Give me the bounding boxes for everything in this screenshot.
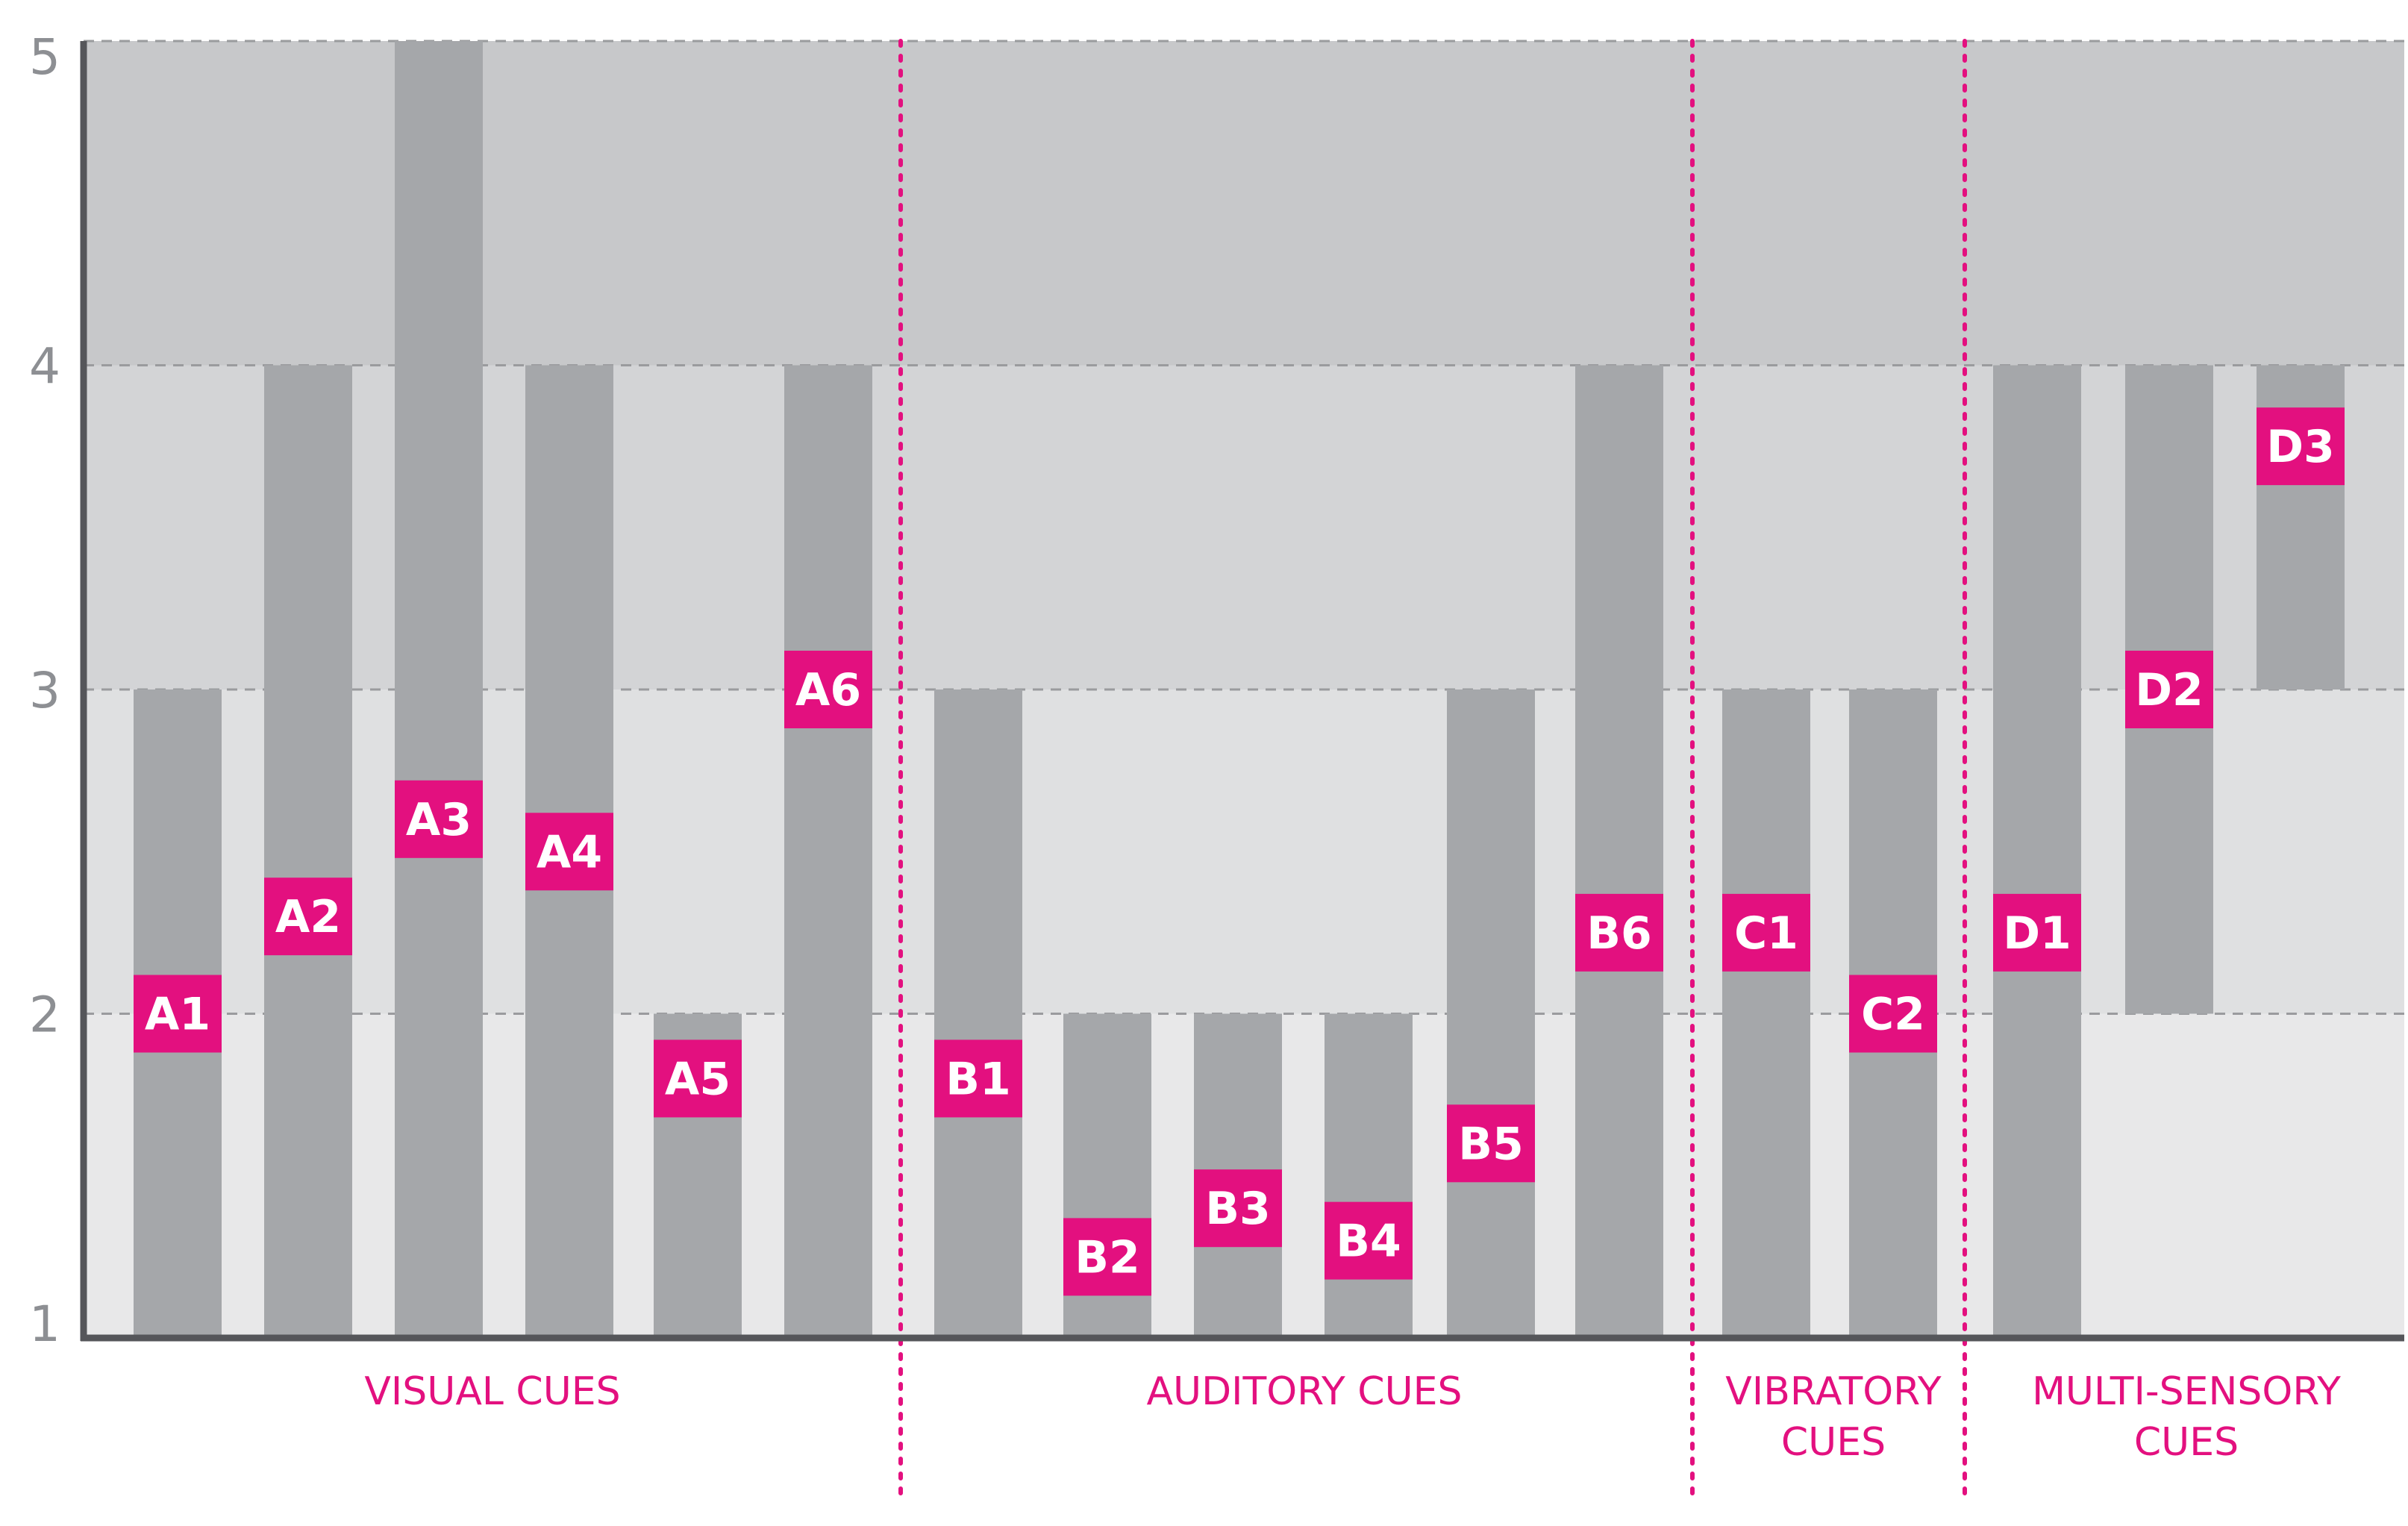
y-tick-label: 3 [29, 662, 60, 719]
bar-A3 [395, 41, 483, 1338]
marker-box [1575, 893, 1663, 972]
mean-marker-C2: C2 [1849, 975, 1937, 1053]
group-label: MULTI-SENSORY CUES [2032, 1369, 2341, 1465]
marker-label: B6 [1586, 907, 1651, 960]
mean-marker-C1: C1 [1722, 893, 1810, 972]
y-tick-labels: 1 2 3 4 5 [29, 28, 60, 1353]
marker-label: B1 [945, 1053, 1010, 1105]
group-label-line: AUDITORY CUES [1146, 1369, 1462, 1414]
marker-box [1722, 893, 1810, 972]
mean-marker-A2: A2 [264, 878, 352, 956]
marker-label: D2 [2135, 664, 2204, 716]
marker-label: A3 [406, 794, 472, 846]
marker-box [264, 878, 352, 956]
mean-marker-B1: B1 [934, 1039, 1022, 1118]
mean-marker-A4: A4 [525, 813, 613, 891]
marker-label: A1 [145, 989, 210, 1041]
marker-box [134, 975, 222, 1053]
group-label: VIBRATORY CUES [1725, 1369, 1942, 1465]
marker-label: B5 [1458, 1118, 1523, 1170]
marker-box [1849, 975, 1937, 1053]
marker-label: B4 [1336, 1216, 1401, 1268]
marker-box [1447, 1104, 1535, 1183]
axes [80, 41, 2404, 1342]
group-label: AUDITORY CUES [1146, 1369, 1462, 1414]
group-dividers [898, 39, 1967, 1502]
marker-label: B3 [1205, 1183, 1270, 1235]
marker-box [1993, 893, 2081, 972]
mean-marker-A6: A6 [784, 651, 872, 728]
mean-marker-D1: D1 [1993, 893, 2081, 972]
marker-label: D3 [2266, 421, 2335, 473]
marker-box [2257, 407, 2345, 486]
marker-label: A2 [275, 891, 341, 943]
mean-markers: A1 A2 A3 A4 A5 A6 B1 B2 B3 B4 B5 B6 C1 C2 D1 D2 D3 [134, 407, 2345, 1296]
group-label-line: CUES [2134, 1420, 2239, 1465]
mean-marker-D2: D2 [2125, 651, 2213, 728]
marker-box [2125, 651, 2213, 728]
marker-box [1063, 1218, 1151, 1296]
mean-marker-A3: A3 [395, 780, 483, 858]
marker-label: A6 [795, 664, 861, 716]
marker-label: B2 [1075, 1231, 1139, 1283]
group-label-line: VIBRATORY [1725, 1369, 1942, 1414]
marker-box [1325, 1201, 1413, 1280]
y-tick-label: 2 [29, 986, 60, 1044]
group-label: VISUAL CUES [364, 1369, 620, 1414]
bar-B4 [1325, 1013, 1413, 1338]
mean-marker-B6: B6 [1575, 893, 1663, 972]
mean-marker-B2: B2 [1063, 1218, 1151, 1296]
marker-label: C2 [1861, 989, 1925, 1041]
marker-box [395, 780, 483, 858]
bar-D1 [1993, 365, 2081, 1338]
mean-marker-B5: B5 [1447, 1104, 1535, 1183]
bar-A6 [784, 365, 872, 1338]
marker-box [934, 1039, 1022, 1118]
marker-label: C1 [1734, 907, 1798, 960]
mean-marker-A1: A1 [134, 975, 222, 1053]
marker-label: D1 [2003, 907, 2071, 960]
bar-C1 [1722, 689, 1810, 1338]
y-tick-label: 5 [29, 28, 60, 86]
mean-marker-B3: B3 [1194, 1169, 1282, 1248]
bar-A2 [264, 365, 352, 1338]
bar-B5 [1447, 689, 1535, 1338]
marker-box [525, 813, 613, 891]
bar-B6 [1575, 365, 1663, 1338]
mean-marker-D3: D3 [2257, 407, 2345, 486]
marker-box [784, 651, 872, 728]
group-label-line: MULTI-SENSORY [2032, 1369, 2341, 1414]
marker-label: A5 [665, 1053, 731, 1105]
marker-box [1194, 1169, 1282, 1248]
y-tick-label: 4 [29, 338, 60, 395]
mean-marker-B4: B4 [1325, 1201, 1413, 1280]
group-label-line: VISUAL CUES [364, 1369, 620, 1414]
group-label-line: CUES [1781, 1420, 1886, 1465]
bar-B1 [934, 689, 1022, 1338]
marker-label: A4 [537, 826, 602, 878]
marker-box [654, 1039, 742, 1118]
mean-marker-A5: A5 [654, 1039, 742, 1118]
group-labels: VISUAL CUES AUDITORY CUES VIBRATORY CUESMUL… [364, 1369, 2341, 1465]
y-tick-label: 1 [29, 1295, 60, 1353]
